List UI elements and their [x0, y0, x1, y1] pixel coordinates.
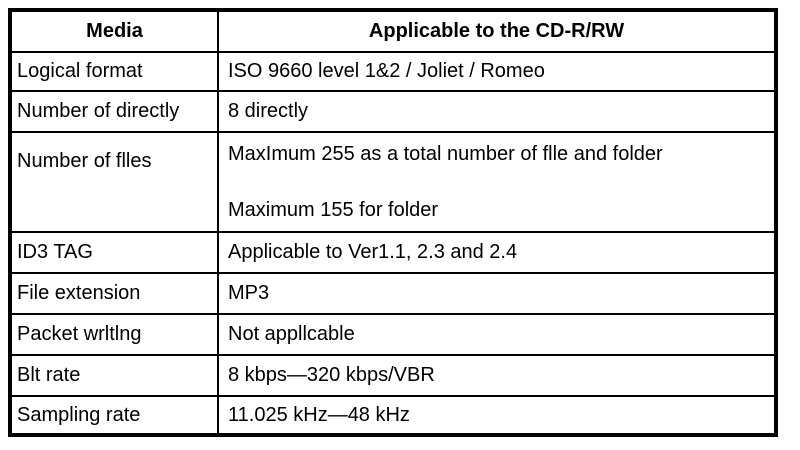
row-value-number-files: MaxImum 255 as a total number of flle an…: [217, 131, 777, 233]
row-value-file-extension: MP3: [217, 272, 777, 315]
row-value-id3-tag: Applicable to Ver1.1, 2.3 and 2.4: [217, 231, 777, 274]
table-row: Logical format ISO 9660 level 1&2 / Joli…: [9, 51, 777, 92]
table-row: Number of directly 8 directly: [9, 90, 777, 133]
row-value-logical-format: ISO 9660 level 1&2 / Joliet / Romeo: [217, 51, 777, 92]
row-value-sampling-rate: 11.025 kHz—48 kHz: [217, 395, 777, 436]
row-label-text: Number of flles: [17, 149, 152, 172]
row-label-bit-rate: Blt rate: [9, 354, 219, 397]
row-value-packet-writing: Not appllcable: [217, 313, 777, 356]
value-line: MP3: [228, 282, 270, 304]
value-line: ISO 9660 level 1&2 / Joliet / Romeo: [228, 60, 545, 82]
row-label-packet-writing: Packet wrltlng: [9, 313, 219, 356]
row-label-number-files: Number of flles: [9, 131, 219, 233]
table-header-row: Media Applicable to the CD-R/RW: [9, 9, 777, 53]
table-row: Blt rate 8 kbps—320 kbps/VBR: [9, 354, 777, 397]
table-row: Sampling rate 11.025 kHz—48 kHz: [9, 395, 777, 436]
row-value-bit-rate: 8 kbps—320 kbps/VBR: [217, 354, 777, 397]
table-row: Number of flles MaxImum 255 as a total n…: [9, 131, 777, 233]
value-line: Not appllcable: [228, 323, 355, 345]
table-row: File extension MP3: [9, 272, 777, 315]
row-label-number-directly: Number of directly: [9, 90, 219, 133]
row-value-number-directly: 8 directly: [217, 90, 777, 133]
value-line: 11.025 kHz—48 kHz: [228, 403, 410, 426]
row-label-sampling-rate: Sampling rate: [9, 395, 219, 436]
value-line: Applicable to Ver1.1, 2.3 and 2.4: [228, 241, 518, 263]
value-line: 8 directly: [228, 100, 309, 122]
value-line: MaxImum 255 as a total number of flle an…: [228, 142, 663, 165]
value-line: 8 kbps—320 kbps/VBR: [228, 364, 435, 386]
table-row: Packet wrltlng Not appllcable: [9, 313, 777, 356]
table-row: ID3 TAG Applicable to Ver1.1, 2.3 and 2.…: [9, 231, 777, 274]
header-applicable: Applicable to the CD-R/RW: [217, 9, 777, 53]
header-media: Media: [9, 9, 219, 53]
value-line: Maximum 155 for folder: [228, 198, 439, 221]
row-label-file-extension: File extension: [9, 272, 219, 315]
row-label-id3-tag: ID3 TAG: [9, 231, 219, 274]
cdrw-spec-table: Media Applicable to the CD-R/RW Logical …: [8, 8, 778, 437]
row-label-logical-format: Logical format: [9, 51, 219, 92]
